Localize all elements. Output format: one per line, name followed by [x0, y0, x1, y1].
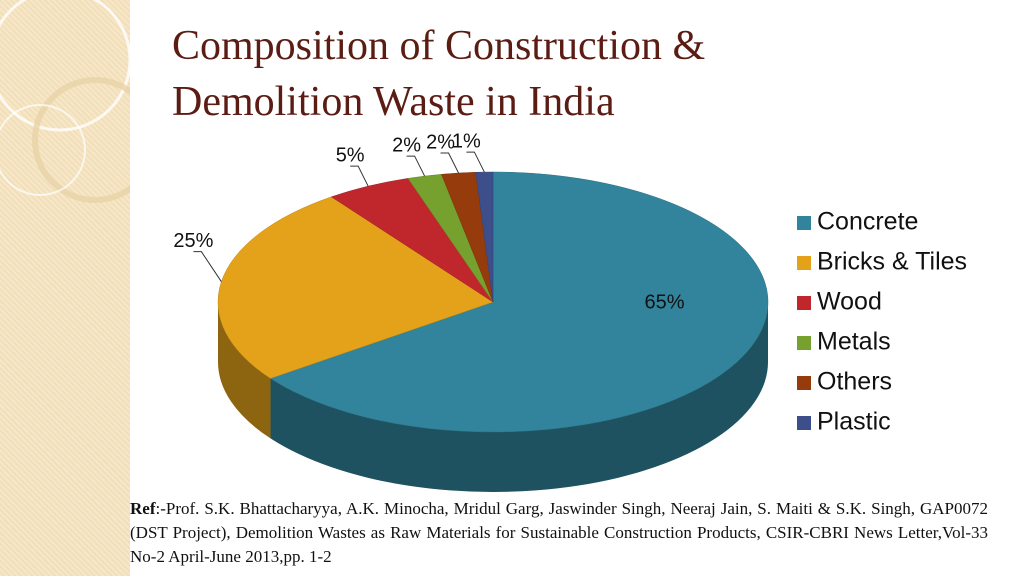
slice [217, 196, 494, 379]
slice-side [218, 302, 271, 439]
leader-line [193, 251, 222, 282]
legend-label: Wood [817, 288, 882, 316]
reference-text: :-Prof. S.K. Bhattacharyya, A.K. Minocha… [130, 499, 988, 566]
data-label: 65% [645, 292, 685, 314]
chart-title: Composition of Construction & Demolition… [172, 23, 706, 125]
reference-label: Ref [130, 499, 156, 518]
legend-swatch [797, 336, 811, 350]
legend-label: Plastic [817, 408, 891, 436]
data-label: 2% [426, 131, 455, 153]
legend-swatch [797, 256, 811, 270]
data-label: 5% [336, 144, 365, 166]
legend-label: Concrete [817, 208, 918, 236]
slice [475, 171, 494, 303]
leader-line [406, 155, 426, 177]
decor [0, 0, 130, 203]
legend-swatch [797, 296, 811, 310]
legend-label: Bricks & Tiles [817, 248, 967, 276]
leader-line [466, 151, 485, 173]
leader-line [440, 152, 459, 174]
slice [269, 171, 769, 433]
leader-line [350, 165, 369, 187]
legend-swatch [797, 376, 811, 390]
decor-strip [0, 0, 130, 576]
legend-label: Metals [817, 328, 891, 356]
data-label: 1% [452, 130, 481, 152]
data-label: 2% [392, 134, 421, 156]
slice-side [270, 302, 768, 492]
legend-label: Others [817, 368, 892, 396]
data-label: 25% [173, 230, 213, 252]
legend-swatch [797, 416, 811, 430]
legend-swatch [797, 216, 811, 230]
reference: Ref:-Prof. S.K. Bhattacharyya, A.K. Mino… [130, 497, 988, 569]
